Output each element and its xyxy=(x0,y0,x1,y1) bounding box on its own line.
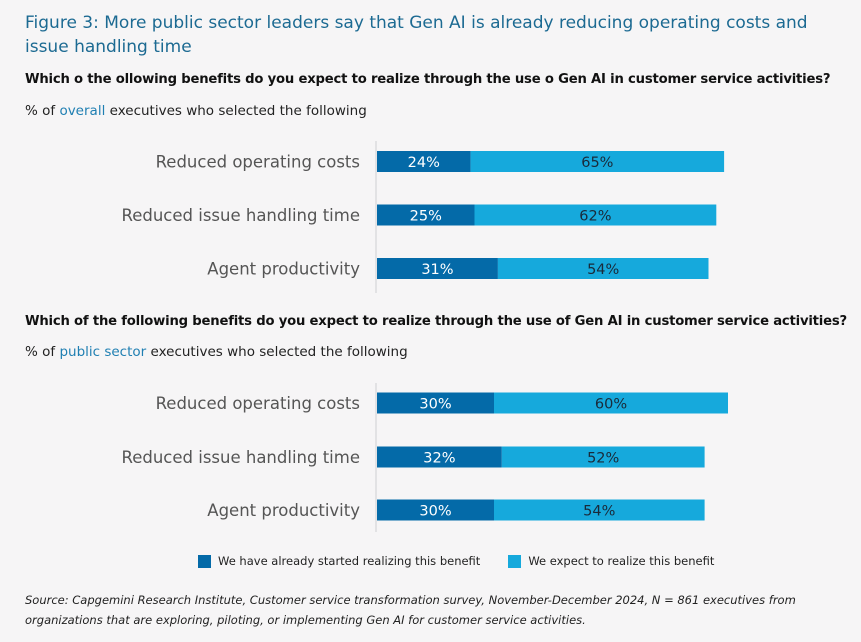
category-label: Reduced issue handling time xyxy=(121,206,360,225)
chart-1-overall: Reduced operating costs 24% 65% Reduced iss… xyxy=(121,141,725,293)
data-label-started: 25% xyxy=(410,209,442,225)
data-label-expect: 54% xyxy=(587,262,619,278)
bar-segment-expect xyxy=(474,204,717,226)
bar-segment-expect xyxy=(494,499,705,521)
category-label: Agent productivity xyxy=(207,260,360,279)
bar-segment-started xyxy=(377,258,498,279)
chart-2-public-sector: Reduced operating costs 30% 60% Reduced iss… xyxy=(121,383,728,532)
chart-2-subtitle-prefix: % of xyxy=(25,344,60,360)
category-label: Agent productivity xyxy=(207,501,360,520)
chart-1-subtitle-highlight: overall xyxy=(59,103,106,119)
category-label: Reduced issue handling time xyxy=(121,448,360,467)
chart-2-question: Which of the following benefits do you e… xyxy=(25,314,847,329)
legend-item-expect: We expect to realize this benefit xyxy=(508,554,714,568)
bar-segment-started xyxy=(377,151,471,172)
figure-title: Figure 3: More public sector leaders say… xyxy=(25,13,808,57)
source-note: Source: Capgemini Research Institute, Cu… xyxy=(25,593,796,627)
data-label-started: 32% xyxy=(423,451,455,467)
chart-1-subtitle-prefix: % of xyxy=(25,103,60,119)
legend-swatch-expect xyxy=(508,554,522,568)
legend-item-started: We have already started realizing this b… xyxy=(198,554,480,568)
data-label-expect: 54% xyxy=(583,504,615,520)
bar-segment-started xyxy=(377,204,475,226)
bar-segment-expect xyxy=(497,258,709,279)
data-label-expect: 52% xyxy=(587,451,619,467)
data-label-expect: 60% xyxy=(595,397,627,413)
data-label-started: 31% xyxy=(421,262,453,278)
legend: We have already started realizing this b… xyxy=(198,554,742,568)
chart-1-subtitle: % of overall executives who selected the… xyxy=(25,103,367,119)
category-label: Reduced operating costs xyxy=(156,394,360,413)
bar-segment-started xyxy=(377,499,494,521)
data-label-started: 30% xyxy=(419,504,451,520)
data-label-started: 30% xyxy=(419,397,451,413)
bar-segment-expect xyxy=(470,151,725,172)
chart-1-subtitle-suffix: executives who selected the following xyxy=(105,103,367,119)
data-label-expect: 62% xyxy=(579,209,611,225)
legend-swatch-started xyxy=(198,554,211,568)
data-label-expect: 65% xyxy=(581,155,613,171)
bar-segment-expect xyxy=(501,446,705,468)
chart-1-question: Which o the ollowing benefits do you exp… xyxy=(25,72,831,87)
legend-label-started: We have already started realizing this b… xyxy=(218,554,481,568)
chart-2-subtitle-highlight: public sector xyxy=(59,344,147,360)
legend-label-expect: We expect to realize this benefit xyxy=(528,554,715,568)
chart-2-subtitle: % of public sector executives who select… xyxy=(25,344,408,360)
chart-2-subtitle-suffix: executives who selected the following xyxy=(146,344,408,360)
category-label: Reduced operating costs xyxy=(156,153,360,172)
bar-segment-started xyxy=(377,392,494,414)
bar-segment-expect xyxy=(494,392,728,414)
bar-segment-started xyxy=(377,446,502,468)
data-label-started: 24% xyxy=(408,155,440,171)
